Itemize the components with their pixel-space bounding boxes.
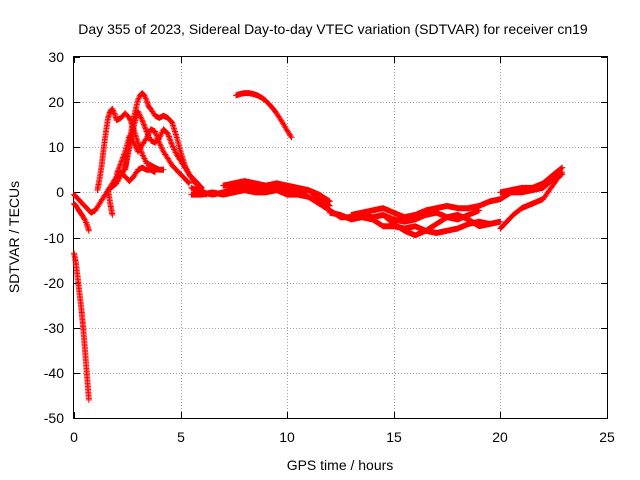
series-early-negative-dive [71,250,92,403]
series-afternoon-band-3 [380,211,493,239]
series-markers [113,126,193,187]
series-evening-rise [497,169,566,232]
series-markers [220,178,333,205]
axis-tick-labels: 0 5 10 15 20 25 -50 -40 -30 -20 -10 0 10 20 30 [44,49,615,445]
y-tick-label: 30 [48,49,64,65]
y-tick-label: 0 [56,184,64,200]
series-markers [380,211,493,239]
y-tick-label: 10 [48,139,64,155]
series-markers [71,164,158,216]
series-early-descent [71,200,92,234]
plot-area-frame [73,56,608,419]
series-markers [71,250,92,403]
chart-title: Day 355 of 2023, Sidereal Day-to-day VTE… [78,21,588,37]
series-evening-band [497,164,566,196]
series-markers [497,164,566,196]
y-tick-label: -10 [44,230,64,246]
series-markers [497,169,566,232]
x-tick-label: 15 [386,429,402,445]
y-tick-label: -30 [44,320,64,336]
series-afternoon-band-2 [348,171,566,221]
y-axis-label: SDTVAR / TECUs [6,181,22,293]
series-morning-cross [113,126,193,187]
x-tick-label: 25 [599,429,615,445]
x-tick-label: 10 [279,429,295,445]
y-tick-label: -50 [44,410,64,426]
x-axis-label: GPS time / hours [287,457,394,473]
series-isolated-arc [233,90,295,141]
axis-ticks [74,57,608,419]
series-markers [233,90,295,141]
data-series [71,90,566,403]
x-tick-label: 5 [177,429,185,445]
series-midday-band-3 [220,178,333,205]
series-markers [348,171,566,221]
series-early-dip [71,164,158,216]
y-tick-label: -20 [44,275,64,291]
x-tick-label: 0 [70,429,78,445]
series-markers [71,200,92,234]
y-tick-label: -40 [44,365,64,381]
x-tick-label: 20 [492,429,508,445]
y-tick-label: 20 [48,94,64,110]
